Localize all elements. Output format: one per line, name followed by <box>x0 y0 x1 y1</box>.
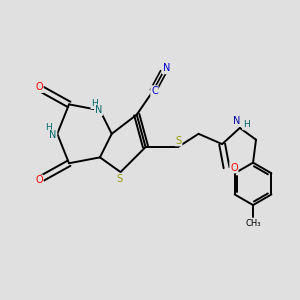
Text: CH₃: CH₃ <box>245 219 261 228</box>
Text: O: O <box>230 163 238 173</box>
Text: O: O <box>35 175 43 185</box>
Text: N: N <box>95 105 102 115</box>
Text: H: H <box>91 99 98 108</box>
Text: N: N <box>163 63 170 74</box>
Text: S: S <box>116 174 122 184</box>
Text: O: O <box>35 82 43 92</box>
Text: N: N <box>49 130 56 140</box>
Text: C: C <box>151 86 158 96</box>
Text: H: H <box>45 123 52 132</box>
Text: H: H <box>243 121 250 130</box>
Text: N: N <box>233 116 241 126</box>
Text: S: S <box>176 136 182 146</box>
